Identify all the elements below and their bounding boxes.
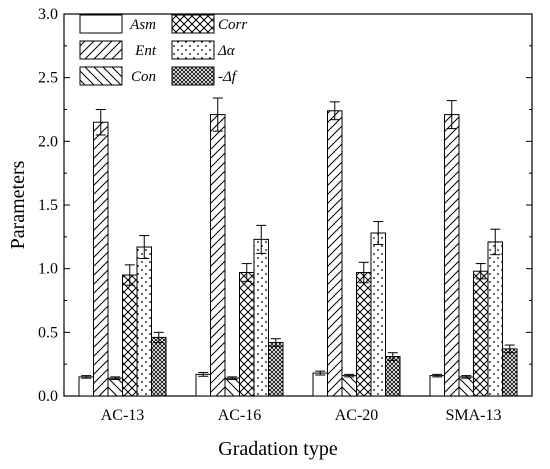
x-axis-title: Gradation type [218,438,338,460]
y-tick-label: 0.5 [38,324,58,341]
bar [356,271,372,397]
bar [458,376,474,397]
bar [429,375,445,397]
bar [107,377,123,397]
bar [239,271,255,397]
bar [93,121,109,397]
legend-label: Ent [134,43,157,59]
bar [268,342,284,397]
bar [210,114,226,397]
bar [473,270,489,397]
bar [151,336,167,397]
bar [487,241,503,397]
bar [122,274,138,397]
x-tick-label: AC-13 [101,407,145,424]
bar [78,376,94,397]
y-tick-label: 0.0 [38,388,58,405]
bars-layer [78,97,518,397]
y-tick-label: 2.0 [38,133,58,150]
legend-label: Asm [129,17,156,33]
legend-swatch [79,66,123,86]
bar [502,348,518,397]
y-axis-title: Parameters [7,160,29,249]
legend-label: Corr [218,17,247,33]
bar [370,232,386,397]
bar [444,114,460,397]
legend-swatch [171,66,215,86]
bar [341,375,357,397]
y-tick-label: 1.5 [38,197,58,214]
axes-layer: 0.0 0.5 1.0 1.5 2.0 2.5 3.0 AC-13 AC-16 AC-20 SMA-… [38,6,533,424]
x-tick-label: SMA-13 [445,407,501,424]
legend-label: -Δf [218,69,238,85]
legend-swatch [171,40,215,60]
legend: Asm Ent Con Corr Δα -Δf [79,14,247,86]
legend-swatch [171,14,215,34]
legend-label: Con [131,69,156,85]
bar [195,373,211,397]
legend-swatch [79,40,123,60]
legend-label: Δα [217,43,236,59]
bar [327,110,343,397]
y-tick-label: 2.5 [38,70,58,87]
y-tick-label: 3.0 [38,6,58,23]
y-tick-label: 1.0 [38,261,58,278]
bar [136,246,152,397]
bar [385,356,401,397]
bar [312,372,328,397]
bar [224,377,240,397]
x-tick-label: AC-16 [218,407,262,424]
x-tick-label: AC-20 [335,407,379,424]
bar [253,238,269,397]
legend-swatch [79,14,123,34]
